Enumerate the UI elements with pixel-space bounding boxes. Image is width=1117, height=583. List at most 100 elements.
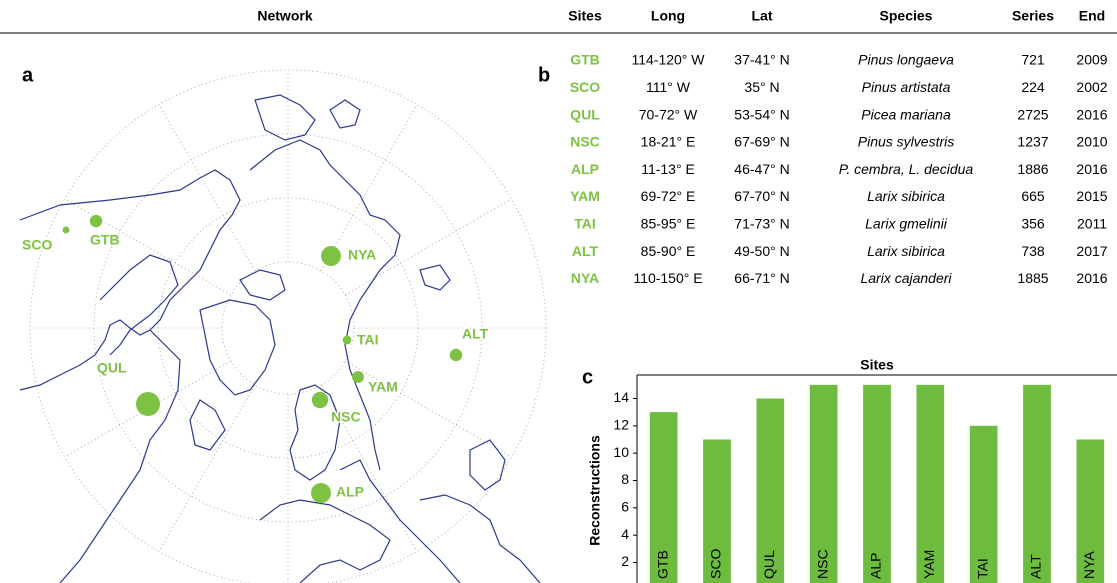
column-header: Lat <box>752 8 773 24</box>
table-cell: 1237 <box>1017 134 1048 150</box>
bar <box>863 384 891 583</box>
x-tick-label: TAI <box>974 558 990 579</box>
bar-chart: Sites Reconstructions 2 4 6 8 10 12 14 GTB SCO QUL N… <box>587 357 1117 583</box>
site-marker <box>321 246 341 266</box>
map-meridian <box>64 198 232 296</box>
table-cell: Larix sibirica <box>867 243 945 259</box>
bar <box>649 412 678 583</box>
table-cell: Picea mariana <box>861 106 951 122</box>
table-cell: 114-120° W <box>631 52 705 68</box>
table-cell: P. cembra, L. decidua <box>839 161 974 177</box>
table-cell: 110-150° E <box>633 270 702 286</box>
x-tick-label: NYA <box>1081 551 1097 579</box>
site-marker <box>311 391 329 409</box>
map-graticule <box>29 69 547 583</box>
site-label: NYA <box>348 247 376 263</box>
column-header: Sites <box>568 8 602 24</box>
bar <box>916 384 945 583</box>
site-code: NSC <box>570 134 600 150</box>
table-cell: 37-41° N <box>734 52 789 68</box>
network-header: Network <box>257 8 312 24</box>
column-header: Long <box>651 8 685 24</box>
site-marker <box>62 226 70 234</box>
y-tick-label: 8 <box>621 471 629 487</box>
table-cell: 2011 <box>1077 216 1107 232</box>
table-cell: 738 <box>1021 243 1045 259</box>
x-tick-label: YAM <box>921 550 937 579</box>
site-code: ALP <box>571 161 599 177</box>
map-meridian <box>158 104 256 272</box>
table-cell: 2016 <box>1076 270 1107 286</box>
table-cell: 1885 <box>1017 270 1048 286</box>
table-cell: 224 <box>1021 79 1045 95</box>
site-label: ALT <box>462 326 489 342</box>
x-tick-label: ALT <box>1028 554 1044 579</box>
table-cell: 69-72° E <box>641 188 696 204</box>
site-marker <box>352 371 364 383</box>
bar <box>809 384 838 583</box>
table-cell: 85-90° E <box>641 243 696 259</box>
bar <box>756 398 785 583</box>
table-cell: 85-95° E <box>641 216 696 232</box>
panel-label: c <box>582 366 593 388</box>
table-cell: 35° N <box>744 79 779 95</box>
table-cell: 53-54° N <box>734 106 789 122</box>
x-tick-label: QUL <box>761 550 777 579</box>
table-cell: 66-71° N <box>734 270 789 286</box>
chart-title: Sites <box>860 357 894 373</box>
table-cell: 67-69° N <box>734 134 789 150</box>
site-label: ALP <box>336 484 364 500</box>
site-markers: GTB SCO QUL NSC ALP YAM TAI ALT NYA <box>21 214 490 503</box>
site-code: SCO <box>570 79 600 95</box>
table-cell: 71-73° N <box>734 216 789 232</box>
bar <box>969 425 998 583</box>
site-label: NSC <box>331 409 361 425</box>
bar <box>703 439 731 583</box>
table-cell: Larix cajanderi <box>860 270 952 286</box>
map-meridian <box>158 384 256 552</box>
table-cell: Pinus sylvestris <box>858 134 954 150</box>
panel-label: a <box>22 64 34 86</box>
table-cell: 67-70° N <box>734 188 789 204</box>
table-cell: 2002 <box>1076 79 1107 95</box>
x-tick-label: ALP <box>868 553 884 579</box>
table-cell: 1886 <box>1017 161 1048 177</box>
y-tick-label: 4 <box>621 526 629 542</box>
table-cell: 70-72° W <box>639 106 698 122</box>
site-label: QUL <box>97 360 127 376</box>
y-tick-label: 6 <box>621 499 629 515</box>
column-header: Species <box>880 8 933 24</box>
site-label: TAI <box>357 332 379 348</box>
table-cell: 2017 <box>1076 243 1107 259</box>
table-cell: 111° W <box>646 79 691 95</box>
map-meridian <box>320 104 418 272</box>
panel-label: b <box>538 64 550 86</box>
y-tick-label: 2 <box>621 553 629 569</box>
bar <box>1076 439 1105 583</box>
x-tick-label: GTB <box>654 550 670 579</box>
map-grid <box>29 69 547 583</box>
site-marker <box>449 348 463 362</box>
site-label: YAM <box>368 379 398 395</box>
table-cell: 46-47° N <box>734 161 789 177</box>
site-code: QUL <box>570 106 600 122</box>
map: GTB SCO QUL NSC ALP YAM TAI ALT NYA <box>19 69 547 583</box>
table-cell: 2010 <box>1076 134 1107 150</box>
table-cell: Larix gmelinii <box>865 216 948 232</box>
table-cell: 2015 <box>1076 188 1107 204</box>
table-cell: 2016 <box>1076 161 1107 177</box>
site-label: SCO <box>22 237 52 253</box>
x-tick-label: SCO <box>708 549 724 579</box>
y-axis-label: Reconstructions <box>587 435 603 546</box>
table-cell: 2725 <box>1017 106 1048 122</box>
map-meridian <box>344 360 512 458</box>
site-code: GTB <box>570 52 600 68</box>
table-cell: 665 <box>1021 188 1045 204</box>
bar <box>1023 384 1051 583</box>
map-meridian <box>344 198 512 296</box>
coastlines <box>19 94 541 583</box>
site-marker <box>311 483 331 503</box>
site-code: TAI <box>574 216 596 232</box>
y-tick-label: 12 <box>613 417 629 433</box>
